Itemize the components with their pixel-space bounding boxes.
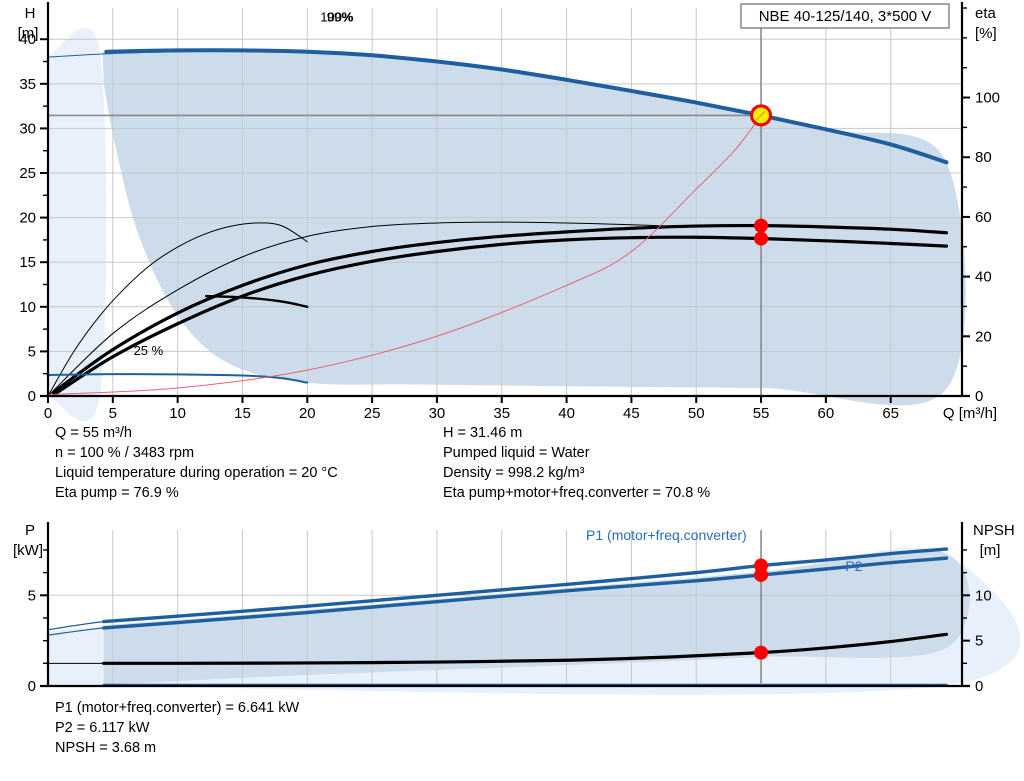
info-right-line-1: Pumped liquid = Water <box>443 445 590 461</box>
xtick-label: 55 <box>753 405 770 422</box>
chart-title-box: NBE 40-125/140, 3*500 V <box>740 3 950 29</box>
info-bottom-line-0: P1 (motor+freq.converter) = 6.641 kW <box>55 700 299 716</box>
ytick-label: 40 <box>19 31 36 48</box>
chart-title: NBE 40-125/140, 3*500 V <box>759 8 932 25</box>
xtick-label: 45 <box>623 405 640 422</box>
envelope-light-blue-min-speed-band <box>48 27 107 422</box>
xtick-label: 15 <box>234 405 251 422</box>
info-bottom-line-1: P2 = 6.117 kW <box>55 720 150 736</box>
x-axis-label: Q [m³/h] <box>943 405 997 422</box>
h-unit-label: [m] <box>18 25 39 42</box>
xtick-label: 20 <box>299 405 316 422</box>
duty-point-cross <box>755 110 766 121</box>
annotation-1: P2 <box>845 558 862 574</box>
p-axis-label: P <box>25 522 35 539</box>
info-right-line-0: H = 31.46 m <box>443 425 522 441</box>
eta-axis-label: eta <box>975 5 997 22</box>
annotation-1: 99% <box>327 9 353 24</box>
series-npsh-ish-blue-low-curve <box>47 373 309 384</box>
xtick-label: 65 <box>882 405 899 422</box>
eta-tick-label: 80 <box>975 149 992 166</box>
ytick-label: 0 <box>28 388 36 405</box>
info-left-line-0: Q = 55 m³/h <box>55 425 132 441</box>
npsh-unit-label: [m] <box>980 542 1001 559</box>
ytick-label: 30 <box>19 120 36 137</box>
xtick-label: 25 <box>364 405 381 422</box>
info-left-line-2: Liquid temperature during operation = 20… <box>55 465 338 481</box>
p2-marker <box>754 567 769 582</box>
xtick-label: 40 <box>558 405 575 422</box>
series-system-throttle-red-curve <box>47 114 762 396</box>
eta-pump-marker <box>754 218 769 233</box>
info-right-line-2: Density = 998.2 kg/m³ <box>443 465 585 481</box>
p-tick-label: 5 <box>28 587 36 604</box>
series-h-curve-thin-upper <box>47 50 947 163</box>
annotation-0: 100% <box>320 9 354 24</box>
power-npsh-chart: P1 (motor+freq.converter) P2 0 5 0 5 10 P [kW] NP… <box>13 522 1021 695</box>
ytick-label: 10 <box>19 299 36 316</box>
h-axis-label: H <box>25 5 36 22</box>
p-tick-label: 0 <box>28 678 36 695</box>
series-eta-total-curve-thick- <box>52 235 949 396</box>
info-bottom-line-2: NPSH = 3.68 m <box>55 740 156 756</box>
eta-tick-label: 0 <box>975 388 983 405</box>
xtick-label: 5 <box>109 405 117 422</box>
xtick-label: 30 <box>429 405 446 422</box>
ytick-label: 15 <box>19 254 36 271</box>
info-left-line-1: n = 100 % / 3483 rpm <box>55 445 194 461</box>
npsh-tick-label: 5 <box>975 633 983 650</box>
npsh-tick-label: 0 <box>975 678 983 695</box>
ytick-label: 20 <box>19 210 36 227</box>
series-eta-small-speed-thick-stub <box>204 294 309 308</box>
title-box-rect <box>740 3 950 29</box>
ytick-label: 5 <box>28 343 36 360</box>
eta-tick-label: 40 <box>975 269 992 286</box>
ytick-label: 25 <box>19 165 36 182</box>
series-eta-pump-curve-thick- <box>51 223 949 395</box>
eta-tick-label: 60 <box>975 209 992 226</box>
info-right-line-3: Eta pump+motor+freq.converter = 70.8 % <box>443 485 710 501</box>
xtick-label: 0 <box>44 405 52 422</box>
info-block: Q = 55 m³/h n = 100 % / 3483 rpm Liquid te… <box>55 425 710 501</box>
xtick-label: 60 <box>818 405 835 422</box>
npsh-tick-label: 10 <box>975 587 992 604</box>
bottom-info-block: P1 (motor+freq.converter) = 6.641 kW P2 =… <box>55 700 299 756</box>
ytick-label: 35 <box>19 76 36 93</box>
annotation-2: 25 % <box>134 343 164 358</box>
eta-tick-label: 100 <box>975 90 1000 107</box>
envelope-power-band-mid <box>103 550 970 685</box>
p-unit-label: [kW] <box>13 542 43 559</box>
series-eta-small-speed-curve <box>47 222 308 397</box>
series-p1-curve-thin-left- <box>47 548 948 631</box>
series-p2-curve-thin-left- <box>47 557 948 636</box>
envelope-operating-range-band <box>102 50 966 406</box>
xtick-label: 10 <box>169 405 186 422</box>
head-eta-chart: 100%99% 25 % 0 5 10 15 20 25 30 35 40 0 20 40 60 80 100 0… <box>18 2 1000 422</box>
eta-unit-label: [%] <box>975 25 997 42</box>
npsh-axis-label: NPSH <box>973 522 1015 539</box>
eta-total-marker <box>754 231 769 246</box>
info-left-line-3: Eta pump = 76.9 % <box>55 485 179 501</box>
xtick-label: 35 <box>493 405 510 422</box>
series-npsh-curve-thin-left- <box>47 633 947 664</box>
eta-tick-label: 20 <box>975 328 992 345</box>
npsh-marker <box>754 645 769 660</box>
annotation-0: P1 (motor+freq.converter) <box>586 527 747 543</box>
xtick-label: 50 <box>688 405 705 422</box>
